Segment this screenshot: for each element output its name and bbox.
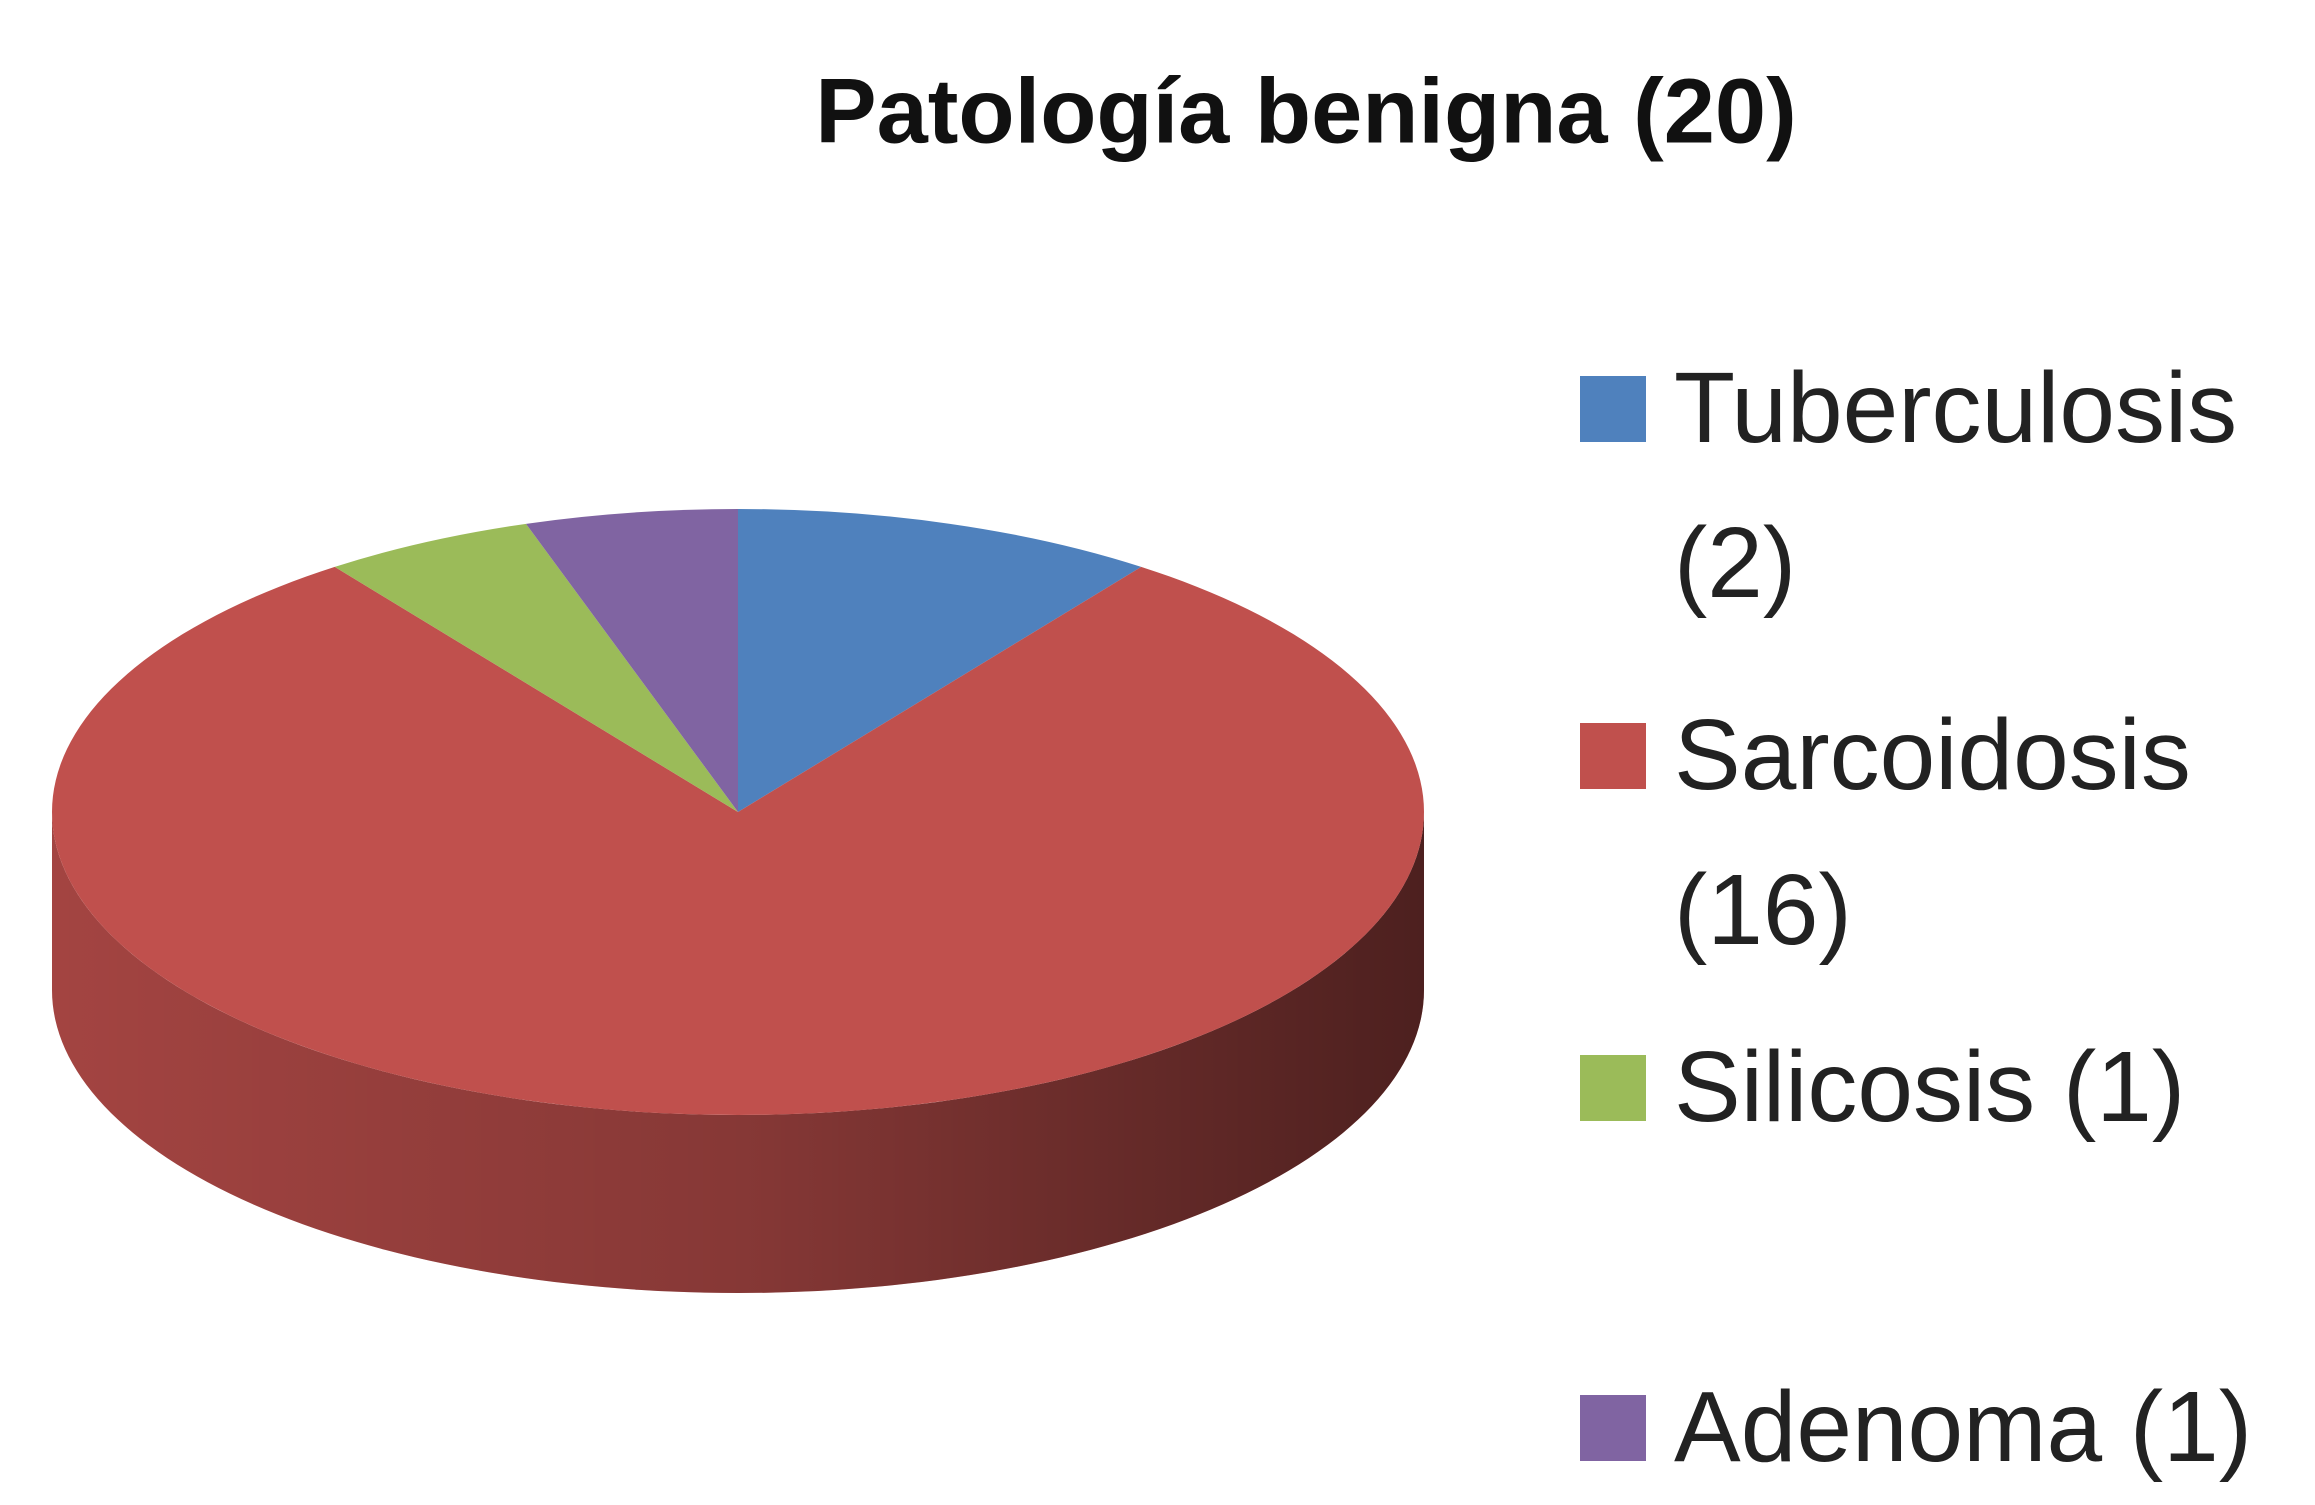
legend-label: Sarcoidosis (16) xyxy=(1674,699,2191,966)
legend-swatch xyxy=(1580,1055,1646,1121)
legend-swatch xyxy=(1580,1395,1646,1461)
legend-item: Tuberculosis (2) xyxy=(1580,331,2300,641)
slice-side-shade xyxy=(52,812,1424,1293)
slice xyxy=(526,509,738,812)
legend-swatch xyxy=(1580,723,1646,789)
legend-item: Sarcoidosis (16) xyxy=(1580,678,2300,988)
legend-label: Silicosis (1) xyxy=(1674,1031,2186,1143)
legend-swatch xyxy=(1580,376,1646,442)
chart-title: Patología benigna (20) xyxy=(815,60,1796,162)
legend-item: Adenoma (1) xyxy=(1580,1350,2300,1505)
legend-label: Tuberculosis (2) xyxy=(1674,352,2238,619)
slice xyxy=(334,523,738,812)
legend-label: Adenoma (1) xyxy=(1674,1371,2253,1483)
chart: Patología benigna (20) xyxy=(51,60,1797,1293)
slice xyxy=(738,509,1142,812)
slice xyxy=(51,566,1425,1116)
legend-item: Silicosis (1) xyxy=(1580,1010,2300,1165)
page: Patología benigna (20) Tuberculosis (2) S… xyxy=(51,60,2300,1483)
